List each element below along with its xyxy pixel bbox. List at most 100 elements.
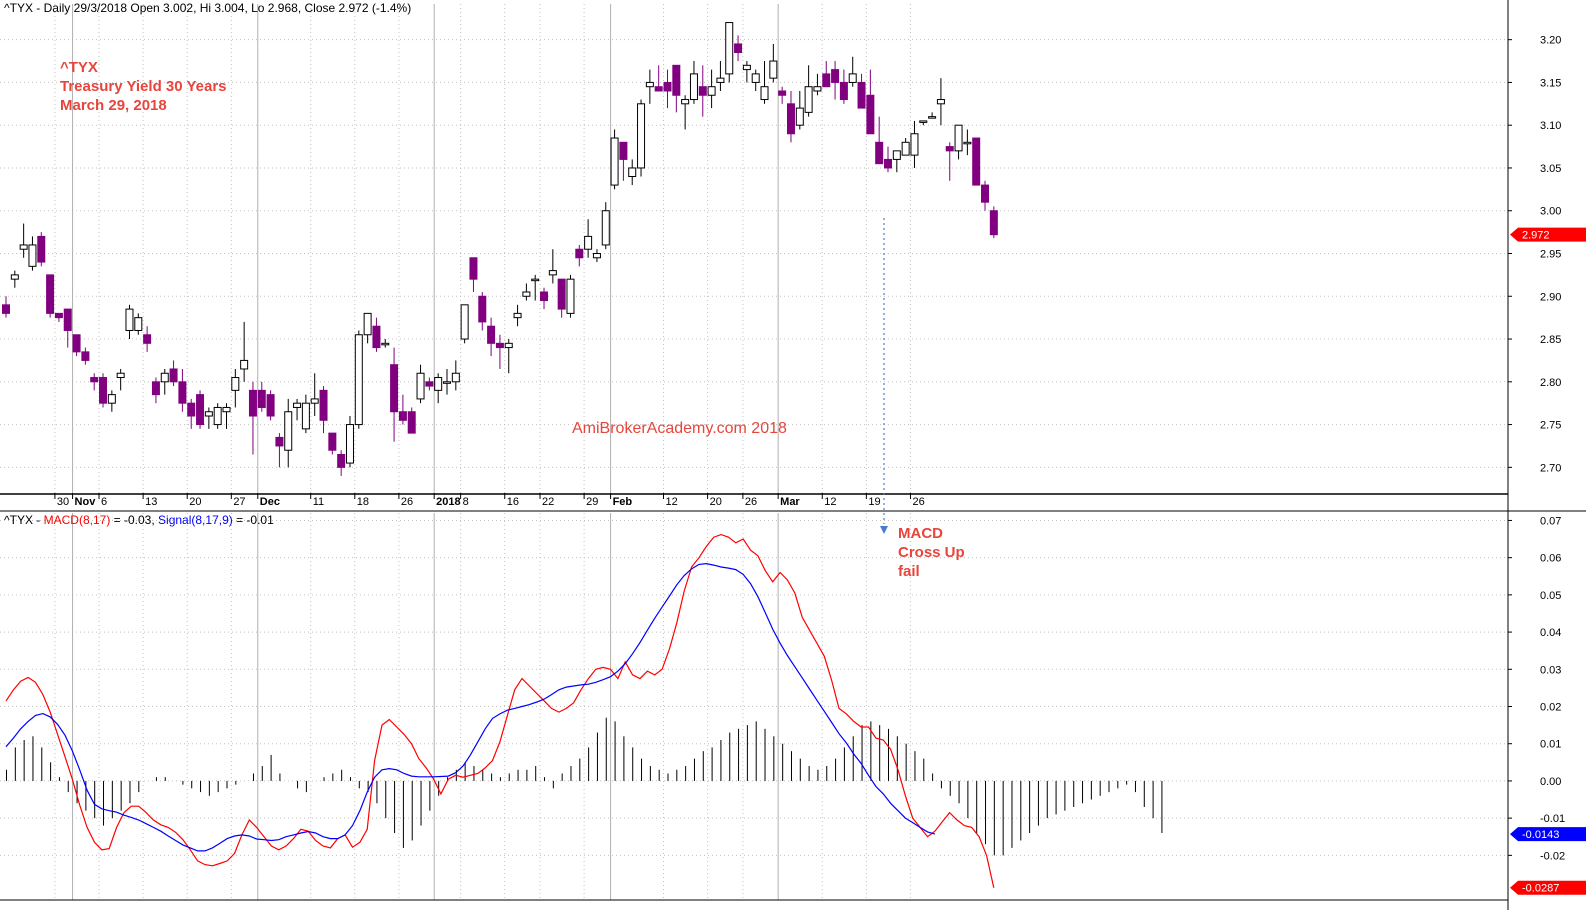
candle-body — [495, 342, 504, 349]
price-tick-label: 3.10 — [1540, 120, 1561, 132]
signal-value-badge: -0.0143 — [1510, 827, 1586, 842]
instrument-name: Treasury Yield 30 Years — [60, 78, 227, 95]
candle-body — [584, 235, 593, 250]
candlestick-series — [2, 22, 998, 476]
candle-body — [716, 77, 725, 83]
candle-body — [257, 389, 266, 408]
macd-tick-label: 0.03 — [1540, 664, 1561, 676]
price-tick-label: 2.90 — [1540, 291, 1561, 303]
candle-body — [160, 372, 169, 383]
candle-body — [266, 394, 275, 417]
macd-tick-label: -0.01 — [1540, 813, 1565, 825]
candle-body — [663, 81, 672, 92]
x-tick-label: 8 — [463, 496, 469, 508]
price-tick-label: 2.80 — [1540, 377, 1561, 389]
candle-body — [363, 312, 372, 336]
candle-body — [443, 381, 451, 384]
macd-tick-label: 0.05 — [1540, 590, 1561, 602]
candle-body — [460, 304, 469, 340]
candle-body — [681, 99, 690, 105]
candle-body — [919, 120, 928, 123]
candle-body — [839, 81, 848, 101]
candle-body — [63, 308, 72, 331]
macd-value-badge: -0.0287 — [1510, 880, 1586, 895]
candle-body — [222, 406, 231, 413]
candle-body — [522, 291, 531, 297]
candle-body — [513, 312, 522, 319]
annotation-line-3: fail — [898, 563, 920, 580]
macd-header-label: MACD(8,17) — [43, 513, 111, 527]
candle-body — [390, 364, 399, 413]
candle-body — [213, 406, 222, 426]
candle-body — [610, 137, 619, 186]
candle-body — [734, 43, 743, 53]
price-tick-label: 2.70 — [1540, 462, 1561, 474]
candle-body — [760, 86, 769, 101]
candle-body — [10, 274, 19, 280]
candle-body — [151, 381, 160, 396]
macd-tick-label: 0.00 — [1540, 776, 1561, 788]
annotation-arrow — [880, 218, 888, 534]
x-tick-label: Feb — [613, 496, 633, 508]
candle-body — [204, 411, 213, 417]
x-tick-label: 6 — [101, 496, 107, 508]
candle-body — [928, 116, 937, 119]
candle-body — [654, 86, 663, 92]
macd-lines — [5, 533, 995, 888]
candle-body — [742, 64, 751, 71]
price-grid — [0, 4, 1508, 493]
x-tick-label: 20 — [710, 496, 722, 508]
candle-body — [99, 377, 108, 404]
macd-value-badge-text: -0.0287 — [1522, 883, 1559, 895]
candle-body — [187, 402, 196, 417]
candle-body — [231, 377, 240, 391]
signal-header-label: Signal(8,17,9) — [158, 513, 233, 527]
x-tick-label: 16 — [507, 496, 519, 508]
candle-body — [936, 99, 945, 105]
candle-body — [478, 295, 487, 323]
macd-header-prefix: ^TYX - — [4, 513, 44, 527]
candle-body — [707, 86, 716, 96]
price-tick-label: 3.20 — [1540, 35, 1561, 47]
candle-body — [892, 150, 901, 160]
last-price-badge-bg — [1510, 227, 1586, 242]
candle-body — [125, 308, 134, 331]
candle-body — [548, 270, 557, 276]
candle-body — [954, 124, 963, 152]
signal-value-badge-text: -0.0143 — [1522, 829, 1559, 841]
candle-body — [319, 389, 328, 421]
x-tick-label: Mar — [780, 496, 800, 508]
candle-body — [804, 86, 813, 113]
candle-body — [540, 291, 549, 302]
candle-body — [884, 158, 892, 169]
candle-body — [37, 235, 46, 263]
price-tick-label: 3.15 — [1540, 77, 1561, 89]
candle-body — [54, 312, 63, 319]
candle-body — [637, 103, 646, 169]
x-tick-label: 18 — [357, 496, 369, 508]
candle-body — [310, 398, 319, 404]
macd-annotation: MACD Cross Up fail — [898, 524, 965, 581]
x-tick-label: Dec — [260, 496, 280, 508]
macd-tick-label: 0.02 — [1540, 702, 1561, 714]
macd-tick-label: -0.02 — [1540, 850, 1565, 862]
candle-body — [689, 73, 698, 101]
price-tick-label: 2.85 — [1540, 334, 1561, 346]
candle-body — [196, 394, 205, 426]
price-tick-label: 3.00 — [1540, 206, 1561, 218]
candle-body — [381, 342, 390, 346]
candle-body — [487, 325, 496, 344]
candle-body — [751, 73, 760, 83]
watermark-text: AmiBrokerAcademy.com 2018 — [572, 420, 787, 437]
macd-header-value: = -0.03, — [110, 513, 159, 527]
candle-body — [601, 210, 610, 246]
candle-body — [354, 334, 363, 426]
candle-body — [901, 141, 910, 156]
x-tick-label: 11 — [313, 496, 324, 508]
candle-body — [72, 334, 81, 353]
candle-body — [178, 381, 187, 404]
x-tick-label: 13 — [145, 496, 157, 508]
x-tick-label: 27 — [233, 496, 245, 508]
